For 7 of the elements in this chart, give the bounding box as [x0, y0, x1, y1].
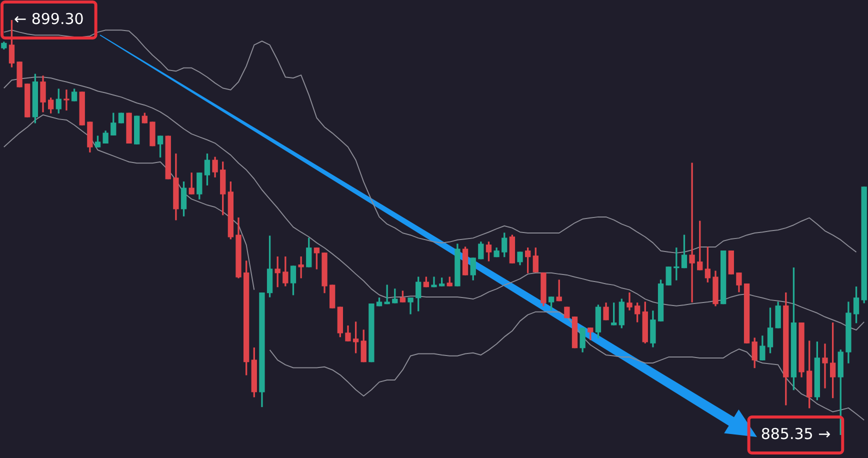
candlestick	[431, 276, 437, 288]
candlestick	[822, 344, 828, 388]
annotation: ← 899.30	[14, 10, 84, 28]
candlestick	[689, 162, 695, 302]
annotation: 885.35 →	[760, 424, 831, 443]
candlestick	[298, 256, 304, 278]
candlestick	[64, 90, 70, 110]
